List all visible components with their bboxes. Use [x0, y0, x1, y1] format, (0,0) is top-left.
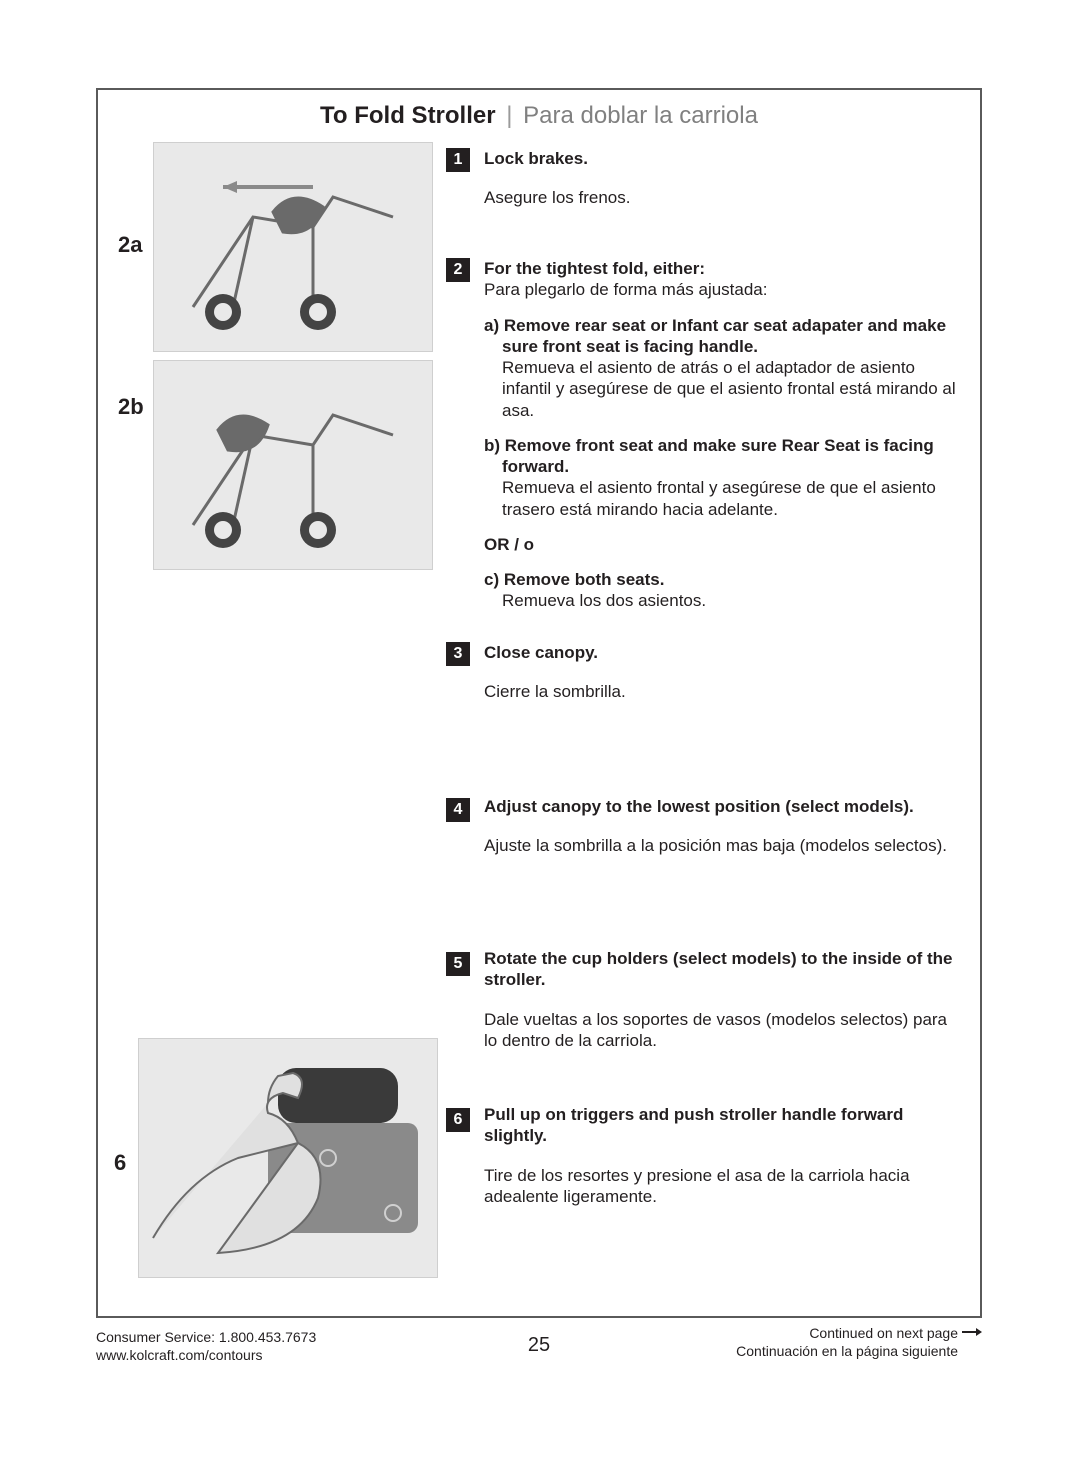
step-4-en: Adjust canopy to the lowest position (se…: [484, 796, 964, 817]
step-1-en: Lock brakes.: [484, 148, 964, 169]
step-badge-1: 1: [446, 148, 470, 172]
step-1-es: Asegure los frenos.: [484, 187, 964, 208]
hand-trigger-icon: [148, 1048, 428, 1268]
figure-2a: [153, 142, 433, 352]
stroller-2b-icon: [163, 375, 423, 555]
arrow-right-icon: [962, 1328, 982, 1336]
step-3-en: Close canopy.: [484, 642, 964, 663]
step-3-text: Close canopy. Cierre la sombrilla.: [484, 642, 964, 703]
step-1-text: Lock brakes. Asegure los frenos.: [484, 148, 964, 209]
step-2b-es: Remueva el asiento frontal y asegúrese d…: [484, 477, 964, 520]
step-4-text: Adjust canopy to the lowest position (se…: [484, 796, 964, 857]
step-2a-en: a) Remove rear seat or Infant car seat a…: [484, 315, 964, 358]
figure-label-6: 6: [114, 1150, 126, 1176]
step-2b-en: b) Remove front seat and make sure Rear …: [484, 435, 964, 478]
figure-label-2a: 2a: [118, 232, 142, 258]
page-footer: Consumer Service: 1.800.453.7673 www.kol…: [96, 1324, 982, 1374]
title-es: Para doblar la carriola: [523, 102, 758, 129]
stroller-2a-icon: [163, 157, 423, 337]
step-badge-4: 4: [446, 798, 470, 822]
step-3-es: Cierre la sombrilla.: [484, 681, 964, 702]
step-6-text: Pull up on triggers and push stroller ha…: [484, 1104, 964, 1207]
continued-es: Continuación en la página siguiente: [736, 1342, 958, 1360]
step-2c-en: c) Remove both seats.: [484, 569, 964, 590]
step-2-text: For the tightest fold, either: Para pleg…: [484, 258, 964, 612]
step-5-text: Rotate the cup holders (select models) t…: [484, 948, 964, 1051]
step-2-en: For the tightest fold, either:: [484, 258, 964, 279]
title-en: To Fold Stroller: [320, 102, 496, 129]
step-badge-3: 3: [446, 642, 470, 666]
step-5-es: Dale vueltas a los soportes de vasos (mo…: [484, 1009, 964, 1052]
step-badge-2: 2: [446, 258, 470, 282]
step-2-or: OR / o: [484, 535, 534, 554]
manual-page: To Fold Stroller | Para doblar la carrio…: [96, 88, 982, 1318]
step-badge-6: 6: [446, 1108, 470, 1132]
footer-right: Continued on next page Continuación en l…: [736, 1324, 958, 1360]
step-2a-es: Remueva el asiento de atrás o el adaptad…: [484, 357, 964, 421]
step-badge-5: 5: [446, 952, 470, 976]
page-title: To Fold Stroller | Para doblar la carrio…: [98, 102, 980, 130]
figure-label-2b: 2b: [118, 394, 144, 420]
figure-6: [138, 1038, 438, 1278]
continued-en: Continued on next page: [736, 1324, 958, 1342]
step-2c-es: Remueva los dos asientos.: [484, 590, 964, 611]
step-6-en: Pull up on triggers and push stroller ha…: [484, 1104, 964, 1147]
step-5-en: Rotate the cup holders (select models) t…: [484, 948, 964, 991]
figure-2b: [153, 360, 433, 570]
step-6-es: Tire de los resortes y presione el asa d…: [484, 1165, 964, 1208]
step-4-es: Ajuste la sombrilla a la posición mas ba…: [484, 835, 964, 856]
step-2-es: Para plegarlo de forma más ajustada:: [484, 279, 964, 300]
title-separator: |: [502, 102, 516, 129]
